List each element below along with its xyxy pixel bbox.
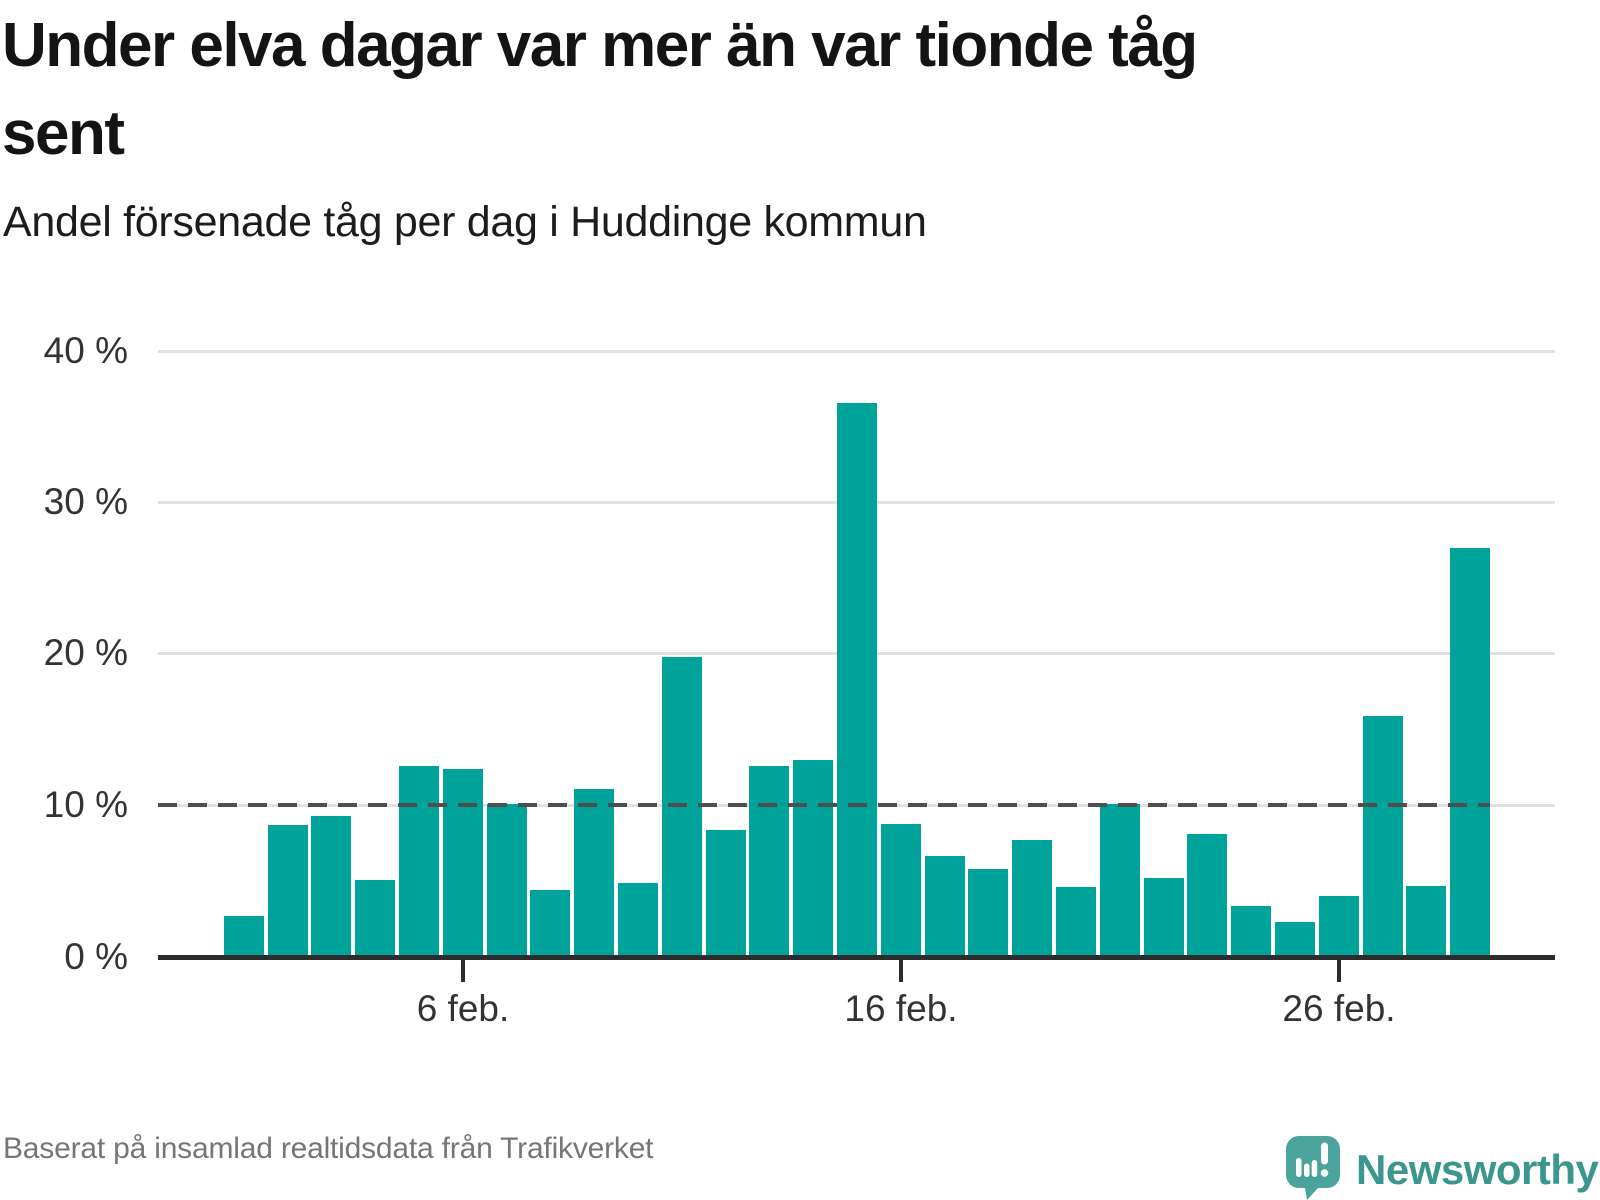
bar-15feb — [837, 403, 877, 957]
y-axis-label-30pct: 30 % — [43, 481, 128, 522]
x-axis-label-26: 26 feb. — [1282, 988, 1396, 1029]
bar-19feb — [1012, 840, 1052, 957]
bar-29feb — [1450, 548, 1490, 957]
y-axis-label-20pct: 20 % — [43, 632, 128, 673]
bar-28feb — [1406, 886, 1446, 957]
bar-27feb — [1363, 716, 1403, 957]
bar-14feb — [793, 760, 833, 957]
bar-8feb — [530, 890, 570, 957]
newsworthy-logo: Newsworthy — [1286, 1136, 1600, 1200]
newsworthy-brand: Newsworthy — [1356, 1146, 1599, 1193]
bar-11feb — [662, 657, 702, 957]
newsworthy-logo-icon — [1286, 1136, 1340, 1200]
x-axis-tick-26 — [1337, 960, 1341, 982]
bar-3feb — [311, 816, 351, 957]
bar-7feb — [487, 804, 527, 957]
bar-21feb — [1100, 804, 1140, 957]
reference-line-10pct — [158, 803, 1490, 807]
bar-2feb — [268, 825, 308, 957]
chart-title-line1: Under elva dagar var mer än var tionde t… — [2, 11, 1198, 80]
bar-12feb — [706, 830, 746, 957]
bar-9feb — [574, 789, 614, 957]
bar-13feb — [749, 766, 789, 957]
bar-18feb — [968, 869, 1008, 957]
bar-5feb — [399, 766, 439, 957]
bar-22feb — [1144, 878, 1184, 957]
bar-1feb — [224, 916, 264, 957]
chart-title: Under elva dagar var mer än var tionde t… — [2, 2, 1198, 178]
bar-25feb — [1275, 922, 1315, 957]
gridline-40pct — [158, 350, 1555, 353]
bar-chart-plot-area: 0 % 10 % 20 % 30 % 40 % 6 feb. 16 feb. 26 feb. — [43, 330, 1555, 1029]
x-axis-tick-6 — [461, 960, 465, 982]
bar-23feb — [1187, 834, 1227, 957]
y-axis-label-10pct: 10 % — [43, 784, 128, 825]
bar-10feb — [618, 883, 658, 957]
chart-subtitle: Andel försenade tåg per dag i Huddinge k… — [3, 198, 927, 246]
bar-26feb — [1319, 896, 1359, 957]
bar-20feb — [1056, 887, 1096, 957]
x-axis-line — [158, 955, 1555, 960]
x-axis-label-6: 6 feb. — [416, 988, 510, 1029]
bar-4feb — [355, 880, 395, 957]
x-axis-tick-16 — [899, 960, 903, 982]
bar-24feb — [1231, 906, 1271, 957]
x-axis-label-16: 16 feb. — [844, 988, 958, 1029]
bar-17feb — [925, 856, 965, 957]
chart-title-line2: sent — [2, 99, 125, 168]
y-axis-label-40pct: 40 % — [43, 330, 128, 371]
y-axis-label-0pct: 0 % — [64, 936, 128, 977]
source-note: Baserat på insamlad realtidsdata från Tr… — [3, 1132, 654, 1165]
bar-6feb — [443, 769, 483, 957]
bar-16feb — [881, 824, 921, 957]
